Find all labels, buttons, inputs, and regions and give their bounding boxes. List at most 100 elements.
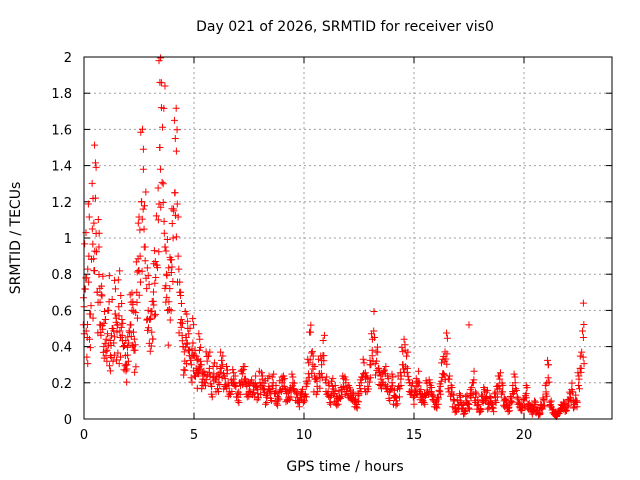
data-point [562, 407, 570, 415]
data-point [299, 398, 307, 406]
data-point [408, 379, 416, 387]
data-point [98, 292, 106, 300]
data-point [427, 390, 435, 398]
data-point [396, 385, 404, 393]
data-point [312, 375, 320, 383]
data-point [196, 346, 203, 354]
data-point [86, 310, 94, 318]
data-point [576, 364, 584, 372]
data-point [187, 374, 195, 382]
data-point [197, 343, 205, 351]
data-point [134, 219, 142, 227]
data-point [189, 315, 197, 323]
data-point [164, 341, 172, 349]
data-point [96, 298, 104, 306]
data-point [542, 390, 550, 398]
data-point [172, 147, 180, 155]
data-point [512, 385, 520, 393]
data-point [359, 373, 367, 381]
data-point [387, 385, 395, 393]
data-point [346, 384, 354, 392]
data-point [469, 379, 477, 387]
data-point [565, 401, 573, 409]
data-point [128, 289, 136, 297]
data-point [197, 361, 205, 369]
data-point [124, 343, 132, 351]
data-point [308, 348, 316, 356]
data-point [280, 382, 288, 390]
data-point [353, 404, 361, 412]
axis-ticks: 00.20.40.60.811.21.41.61.820 5 10 15 20 [51, 51, 612, 443]
data-point [389, 382, 397, 390]
data-point [233, 390, 241, 398]
data-point [114, 321, 122, 329]
y-tick-label: 1.6 [51, 123, 72, 138]
data-point [252, 372, 260, 380]
x-tick-label: 5 [190, 428, 198, 443]
data-point [205, 352, 213, 360]
data-point [114, 349, 122, 357]
data-point [505, 407, 513, 415]
plot-frame [83, 56, 613, 420]
data-point [393, 394, 401, 402]
data-point [540, 395, 548, 403]
data-point [566, 395, 574, 403]
data-point [158, 178, 166, 186]
data-point [91, 247, 99, 255]
data-point [579, 334, 587, 342]
data-point [488, 403, 496, 411]
data-point [111, 276, 119, 284]
data-point [570, 404, 577, 412]
data-point [132, 309, 140, 317]
data-point [367, 374, 375, 382]
data-point [143, 316, 151, 324]
data-point [173, 126, 181, 134]
data-point [229, 378, 237, 386]
data-point [444, 385, 452, 393]
data-point [94, 216, 102, 224]
data-point [104, 306, 112, 314]
data-point [393, 400, 401, 408]
data-point [91, 267, 99, 275]
data-point [138, 267, 146, 275]
data-point [88, 225, 96, 233]
data-point [170, 116, 178, 124]
data-point [433, 404, 441, 412]
y-tick-label: 1.2 [51, 196, 72, 211]
data-point [359, 355, 367, 363]
data-point [138, 215, 146, 223]
data-point [295, 403, 303, 411]
data-point [103, 346, 111, 354]
data-point [139, 165, 147, 173]
data-point [365, 378, 373, 386]
data-point [144, 324, 152, 332]
data-point [397, 382, 405, 390]
data-point [116, 267, 124, 275]
data-point [573, 403, 581, 411]
data-point [151, 258, 159, 266]
data-point [137, 278, 145, 286]
data-point [397, 372, 405, 380]
data-point [141, 257, 149, 265]
data-point [124, 357, 132, 365]
data-point [119, 343, 127, 351]
data-point [287, 393, 295, 401]
data-point [214, 385, 222, 393]
data-point [321, 376, 329, 384]
data-point [559, 398, 567, 406]
data-point [132, 363, 140, 371]
data-point [353, 397, 361, 405]
data-point [579, 299, 587, 307]
data-point [448, 390, 456, 398]
data-point [196, 357, 204, 365]
data-point [450, 397, 458, 405]
data-point [463, 391, 471, 399]
data-point [133, 314, 141, 322]
data-point [480, 384, 488, 392]
data-point [316, 384, 324, 392]
data-point [137, 128, 145, 136]
data-point [392, 401, 400, 409]
data-point [159, 123, 167, 131]
data-point [273, 400, 281, 408]
data-point [235, 398, 243, 406]
